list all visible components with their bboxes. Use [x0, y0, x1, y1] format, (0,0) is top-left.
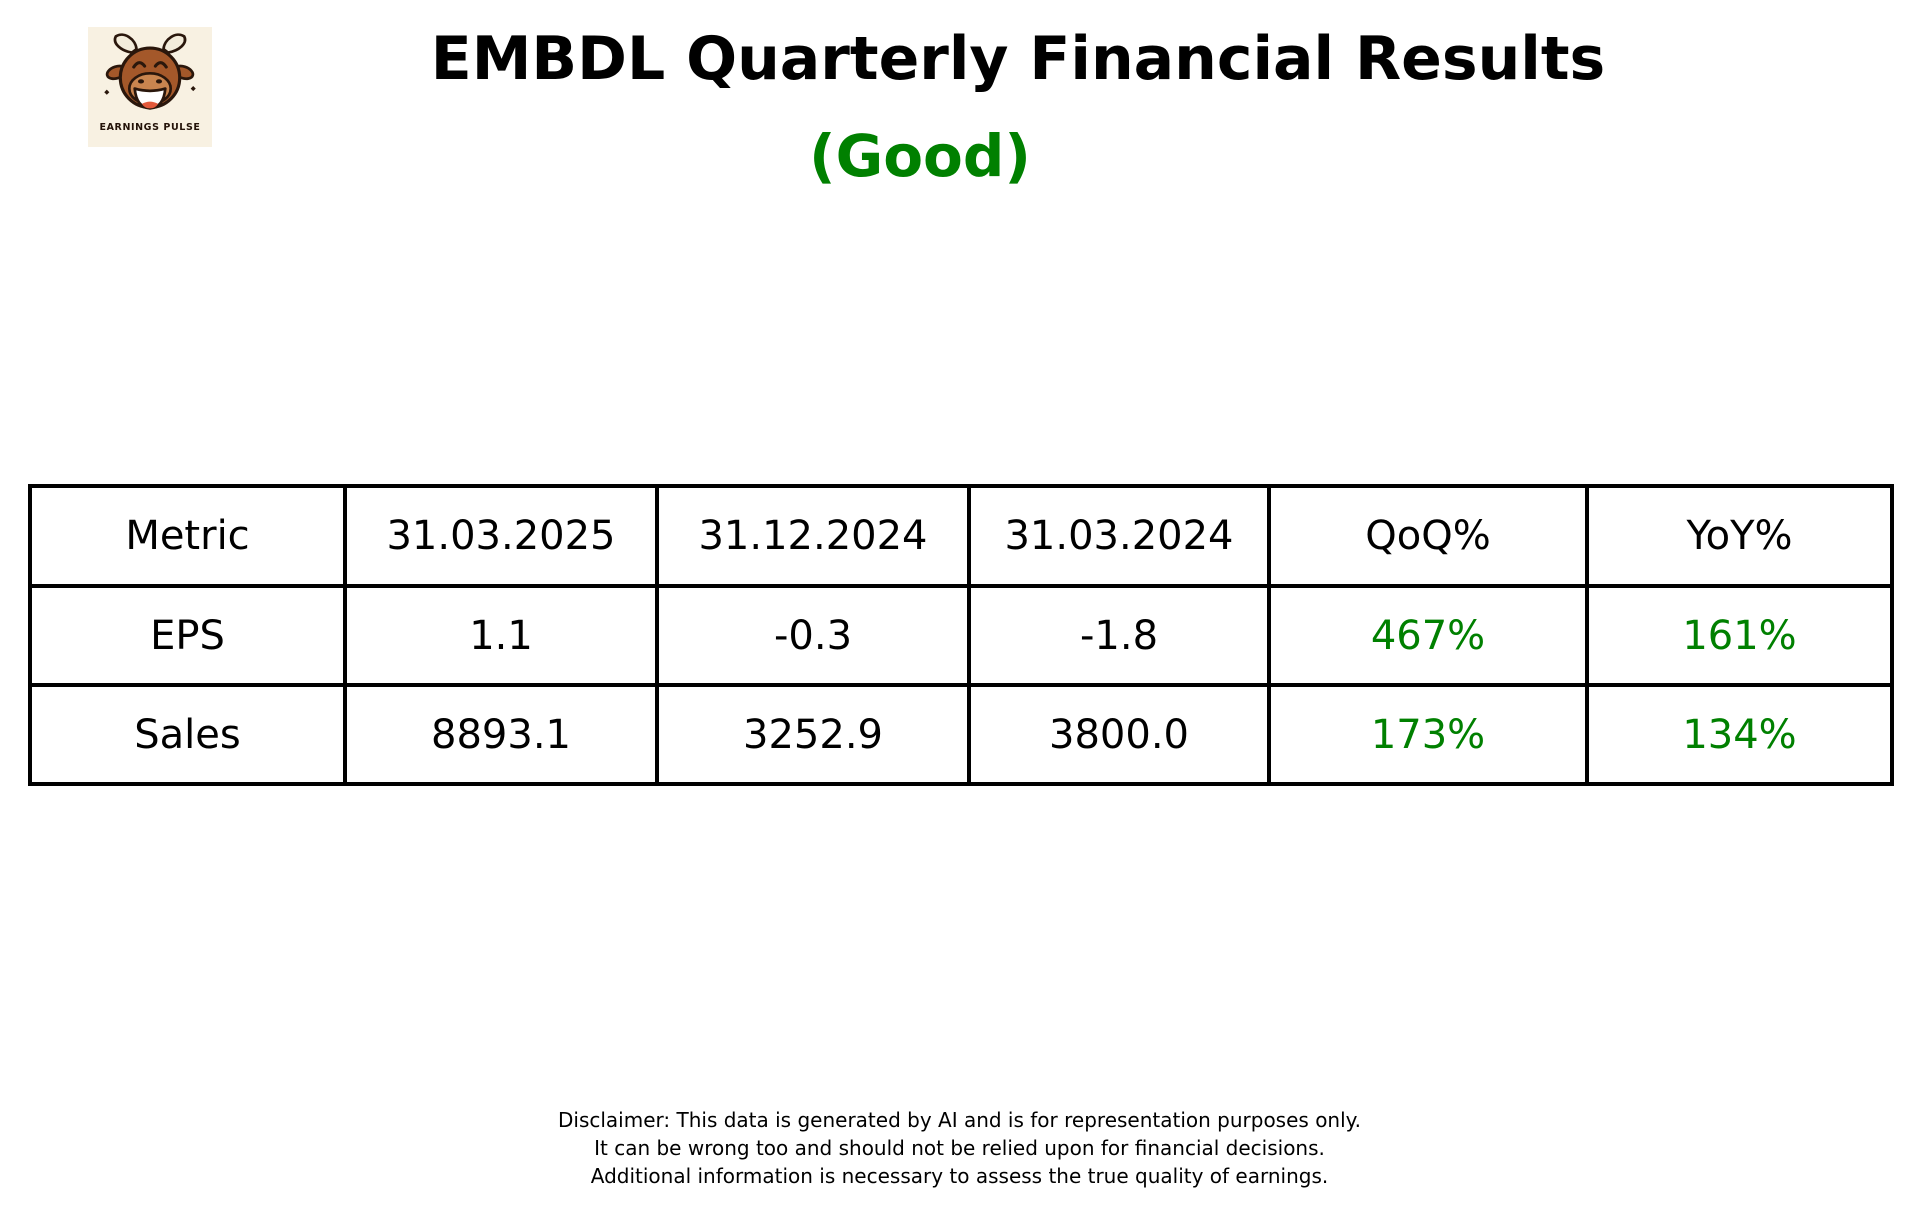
col-header-metric: Metric: [28, 484, 347, 588]
table-row-eps: EPS 1.1 -0.3 -1.8 467% 161%: [28, 584, 1894, 687]
sales-yoy-cell: 134%: [1585, 683, 1894, 786]
logo-brand-text: EARNINGS PULSE: [99, 122, 201, 133]
disclaimer-line-1: Disclaimer: This data is generated by AI…: [558, 1108, 1361, 1132]
col-header-yoy: YoY%: [1585, 484, 1894, 588]
sales-q-previous-cell: 3252.9: [655, 683, 971, 786]
eps-q-current-cell: 1.1: [343, 584, 659, 687]
col-header-qoq: QoQ%: [1267, 484, 1589, 588]
table-header-row: Metric 31.03.2025 31.12.2024 31.03.2024 …: [28, 484, 1894, 588]
page-title: EMBDL Quarterly Financial Results: [430, 24, 1606, 94]
logo: EARNINGS PULSE: [88, 27, 212, 147]
col-header-31-03-2024: 31.03.2024: [967, 484, 1271, 588]
sales-metric-cell: Sales: [28, 683, 347, 786]
eps-qoq-cell: 467%: [1267, 584, 1589, 687]
disclaimer-line-2: It can be wrong too and should not be re…: [594, 1136, 1325, 1160]
verdict-label: (Good): [809, 122, 1031, 190]
col-header-31-12-2024: 31.12.2024: [655, 484, 971, 588]
disclaimer: Disclaimer: This data is generated by AI…: [0, 1106, 1919, 1190]
eps-q-yearago-cell: -1.8: [967, 584, 1271, 687]
eps-yoy-cell: 161%: [1585, 584, 1894, 687]
eps-metric-cell: EPS: [28, 584, 347, 687]
eps-q-previous-cell: -0.3: [655, 584, 971, 687]
table-row-sales: Sales 8893.1 3252.9 3800.0 173% 134%: [28, 683, 1894, 786]
bull-icon: [104, 33, 196, 110]
sales-q-current-cell: 8893.1: [343, 683, 659, 786]
sales-q-yearago-cell: 3800.0: [967, 683, 1271, 786]
col-header-31-03-2025: 31.03.2025: [343, 484, 659, 588]
results-table: Metric 31.03.2025 31.12.2024 31.03.2024 …: [28, 484, 1894, 786]
disclaimer-line-3: Additional information is necessary to a…: [590, 1164, 1329, 1188]
sales-qoq-cell: 173%: [1267, 683, 1589, 786]
